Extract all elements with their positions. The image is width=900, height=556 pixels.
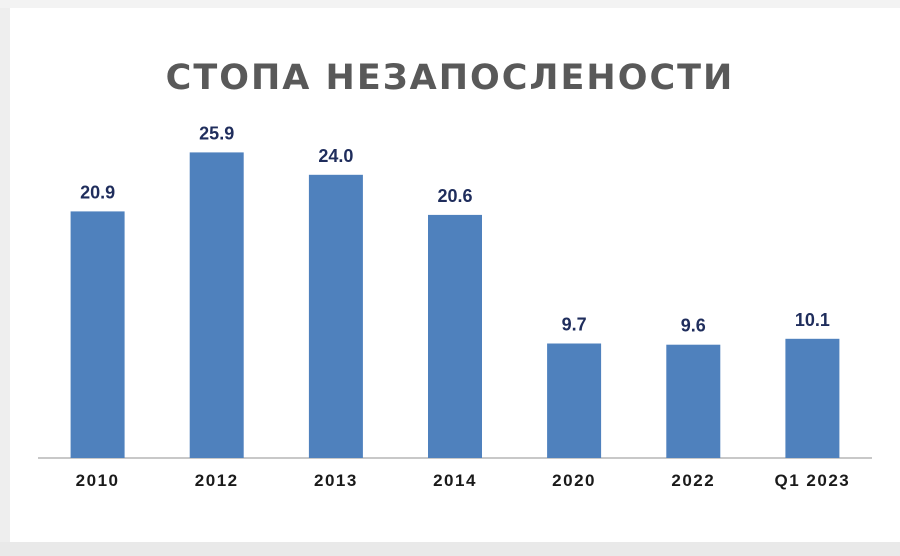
bottom-border [0,542,900,556]
left-border [0,0,10,556]
value-label: 20.6 [437,186,472,206]
bar-2020 [547,343,602,458]
top-border [0,0,900,8]
chart-title: СТОПА НЕЗАПОСЛЕНОСТИ [165,58,735,98]
x-tick-label: Q1 2023 [775,471,851,490]
x-tick-label: 2013 [314,471,358,490]
value-labels-group: 20.9 25.9 24.0 20.6 9.7 9.6 10.1 [80,123,830,335]
value-label: 9.7 [562,315,587,335]
value-label: 9.6 [681,316,706,336]
bar-q1-2023 [785,338,840,458]
bar-2012 [189,152,244,458]
value-label: 10.1 [795,310,830,330]
x-tick-label: 2012 [195,471,239,490]
value-label: 25.9 [199,123,234,143]
bar-2022 [666,344,721,458]
bar-2014 [428,214,482,458]
bar-2013 [308,174,363,459]
x-tick-label: 2010 [76,471,120,490]
value-label: 20.9 [80,182,115,202]
x-tick-label: 2022 [671,471,715,490]
bar-2010 [70,211,125,458]
value-label: 24.0 [318,146,353,166]
x-tick-label: 2020 [552,471,596,490]
x-tick-labels-group: 2010 2012 2013 2014 2020 2022 Q1 2023 [76,471,851,490]
x-tick-label: 2014 [433,471,477,490]
bars-group [70,152,840,459]
